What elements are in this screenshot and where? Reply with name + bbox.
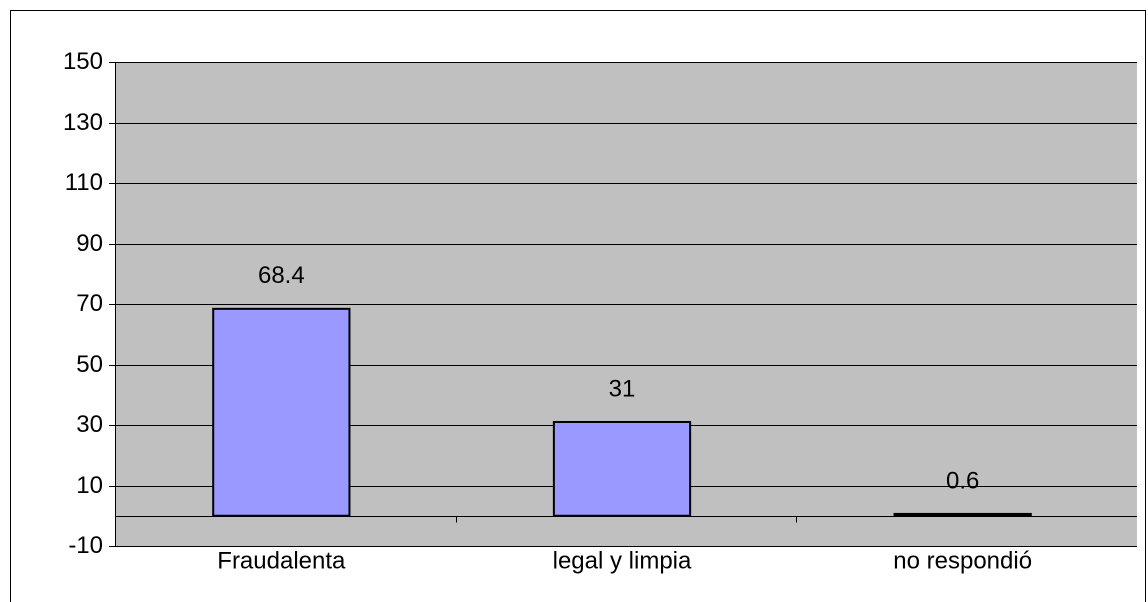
y-tick-label: -10 <box>68 532 103 559</box>
y-tick-label: 150 <box>63 48 103 75</box>
y-tick-label: 10 <box>76 472 103 499</box>
y-tick-label: 50 <box>76 351 103 378</box>
x-tick-label: Fraudalenta <box>217 547 346 574</box>
bar <box>212 307 351 517</box>
data-label: 0.6 <box>946 467 979 494</box>
data-label: 68.4 <box>258 262 305 289</box>
y-tick-label: 130 <box>63 109 103 136</box>
y-tick-label: 30 <box>76 411 103 438</box>
chart-frame <box>10 10 1146 602</box>
y-tick-label: 90 <box>76 230 103 257</box>
y-tick-label: 70 <box>76 290 103 317</box>
x-tick-label: legal y limpia <box>553 547 692 574</box>
bar <box>893 512 1032 517</box>
y-tick-label: 110 <box>65 169 103 196</box>
x-tick-label: no respondió <box>893 547 1032 574</box>
bar <box>552 420 692 517</box>
data-label: 31 <box>609 375 636 402</box>
